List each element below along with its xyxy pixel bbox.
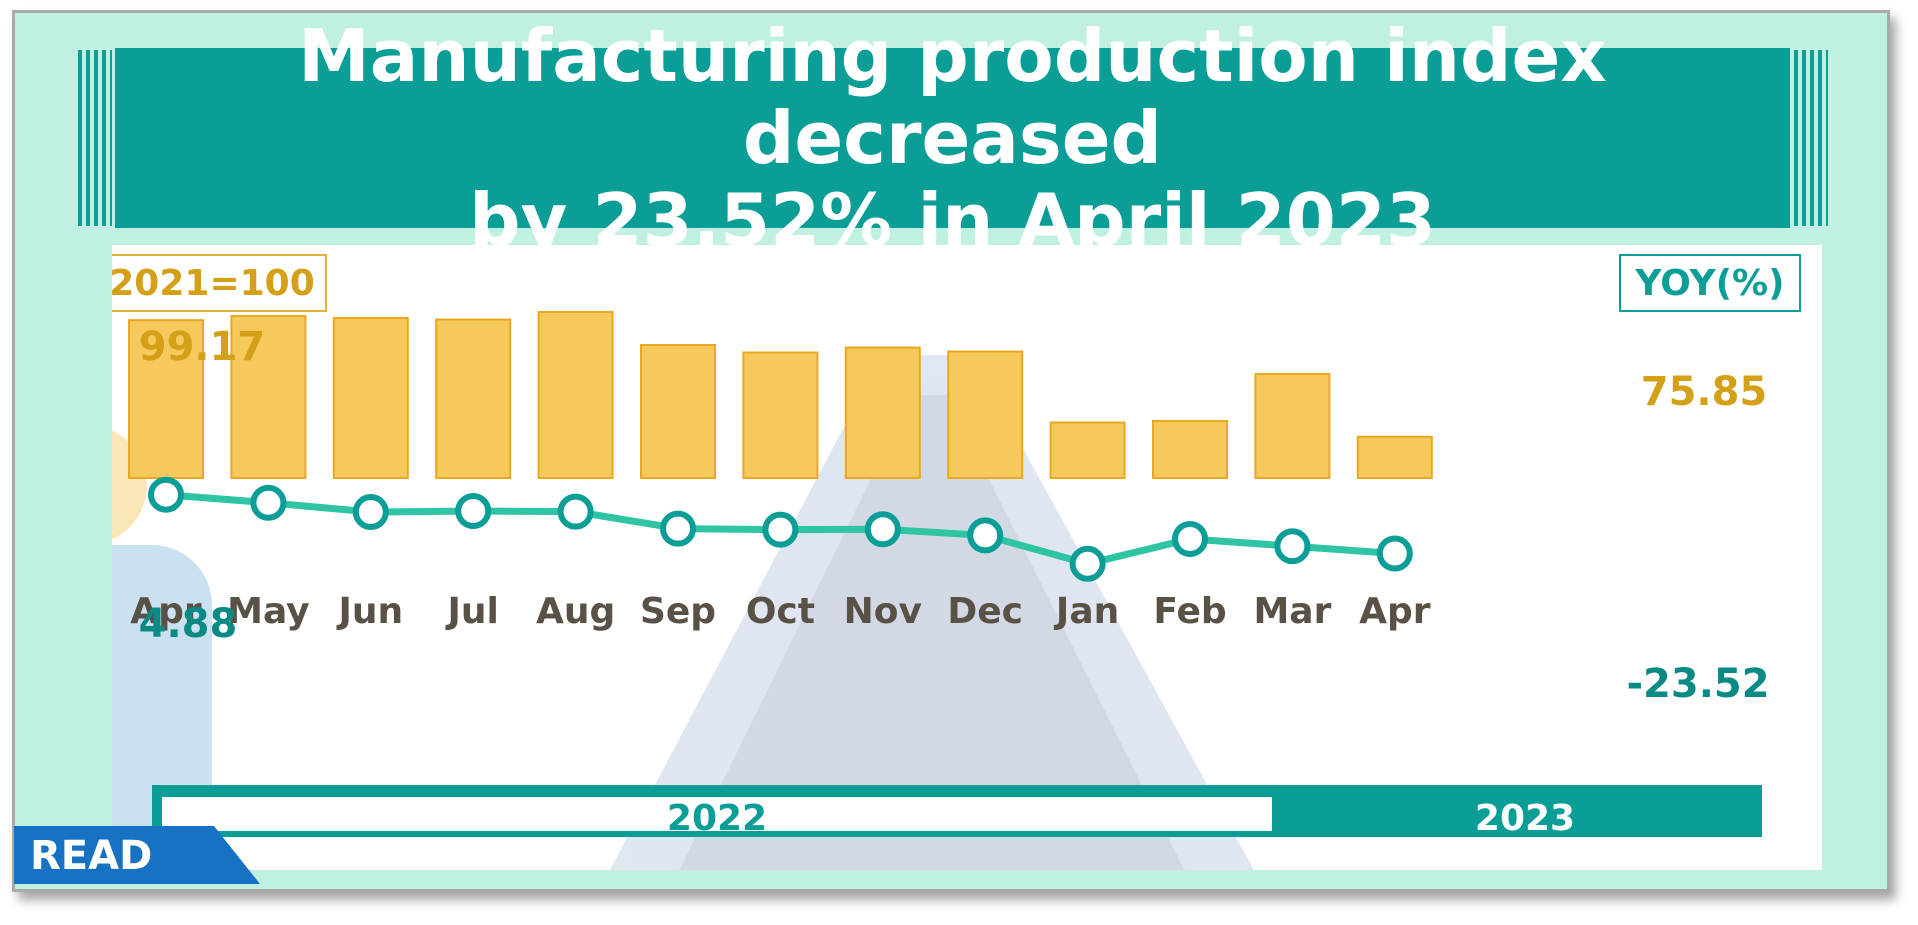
month-tick-label: Apr [130, 591, 202, 632]
yoy-point [455, 493, 492, 530]
bar [332, 317, 409, 479]
bar-label-first: 99.17 [139, 324, 266, 370]
bar [128, 319, 204, 480]
combo-chart: 2022 2023 Apr May Jun Jul Aug Sep Oct Nov Dec Jan… [112, 254, 1801, 870]
month-tick-label: Aug [536, 591, 615, 632]
read-badge-shape [14, 826, 260, 884]
month-tick-label: Sep [640, 591, 716, 632]
yoy-point [967, 517, 1004, 554]
yoy-point [762, 511, 799, 548]
read-badge-label: READ [30, 833, 152, 879]
line-label-first: 4.88 [139, 601, 238, 647]
index-base-label: 2021=100 [112, 263, 315, 304]
yoy-point [250, 484, 287, 521]
month-ticks: Apr May Jun Jul Aug Sep Oct Nov Dec Jan Feb Mar Apr [130, 591, 1430, 632]
bars [128, 311, 1433, 480]
yoy-point [1274, 528, 1311, 565]
bar-label-last: 75.85 [1641, 369, 1768, 415]
yoy-point [352, 494, 389, 531]
bar [947, 350, 1024, 479]
bar [1356, 435, 1433, 479]
index-base-box [112, 254, 327, 312]
bar [844, 346, 921, 479]
month-tick-label: May [227, 591, 309, 632]
month-tick-label: Dec [947, 591, 1023, 632]
bar [742, 351, 819, 479]
month-tick-label: Jul [445, 591, 499, 632]
month-tick-label: Oct [746, 591, 815, 632]
bar [537, 311, 614, 479]
yoy-point [1376, 535, 1413, 572]
background-illustration [112, 355, 1254, 870]
month-tick-label: Feb [1153, 591, 1226, 632]
bar [640, 344, 716, 479]
year-label-2023: 2023 [1475, 798, 1575, 839]
yoy-axis-label: YOY(%) [1634, 263, 1784, 304]
year-bar: 2022 2023 [152, 785, 1762, 839]
line-label-last: -23.52 [1626, 661, 1769, 707]
title-band-stripes-right [1794, 50, 1828, 226]
bar [1152, 420, 1228, 479]
yoy-point [1069, 545, 1106, 582]
read-badge[interactable]: READ [14, 826, 260, 884]
bar [1254, 373, 1331, 479]
title-band-stripes-left [78, 50, 112, 226]
yoy-point [557, 493, 594, 530]
conveyor-center [679, 395, 1185, 870]
bar [435, 318, 512, 479]
year-label-2022: 2022 [667, 798, 767, 839]
month-tick-label: Mar [1253, 591, 1331, 632]
bar [1049, 421, 1126, 479]
month-tick-label: Apr [1359, 591, 1431, 632]
title-line-1: Manufacturing production index decreased [298, 14, 1607, 180]
yoy-point [864, 511, 901, 548]
month-tick-label: Jun [335, 591, 403, 632]
title-band [115, 48, 1790, 228]
year-2022-span [162, 797, 1272, 831]
yoy-point [148, 476, 184, 513]
yoy-point [1172, 520, 1208, 557]
yoy-line-group [148, 476, 1413, 582]
yoy-box [1619, 254, 1801, 312]
chart-title: Manufacturing production index decreased… [115, 15, 1790, 261]
bar [230, 315, 307, 479]
month-tick-label: Jan [1053, 591, 1119, 632]
month-tick-label: Nov [844, 591, 922, 632]
chart-panel: 2022 2023 Apr May Jun Jul Aug Sep Oct Nov Dec Jan… [112, 245, 1822, 870]
yoy-point [660, 510, 696, 547]
